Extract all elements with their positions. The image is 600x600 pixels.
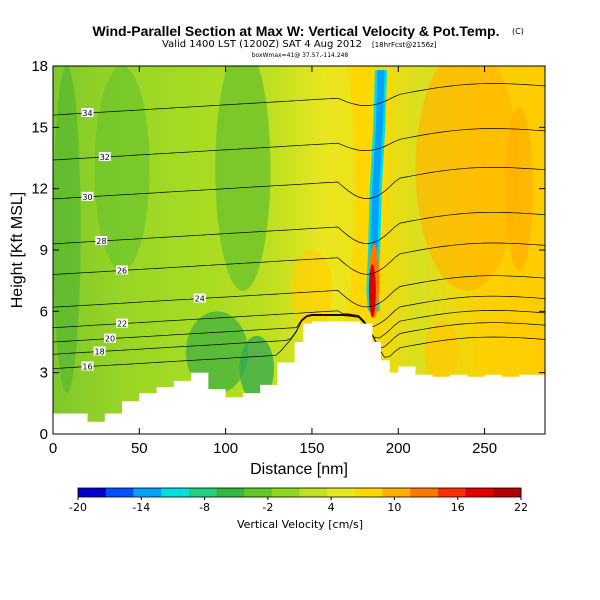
y-tick-label: 12 <box>31 181 48 198</box>
colorbar-swatch <box>133 488 162 497</box>
contour-label: 24 <box>195 295 205 304</box>
colorbar-tick-label: 22 <box>514 501 528 514</box>
x-tick-label: 0 <box>49 440 57 457</box>
y-tick-label: 18 <box>31 58 48 75</box>
contour-label: 34 <box>82 109 92 118</box>
colorbar-tick-label: -2 <box>262 501 273 514</box>
x-tick-label: 200 <box>386 440 411 457</box>
x-axis: 0 50 100 150 200 250 <box>49 66 497 457</box>
colorbar-tick-label: 10 <box>387 501 401 514</box>
contour-label-bg <box>193 293 206 303</box>
colorbar-tick-label: -8 <box>199 501 210 514</box>
y-tick-label: 6 <box>40 303 48 320</box>
velocity-weak-zone-mid <box>215 66 271 291</box>
valid-time: Valid 1400 LST (1200Z) SAT 4 Aug 2012 <box>162 39 362 50</box>
contour-label-bg <box>81 108 94 118</box>
velocity-updraft-upper-right <box>415 66 520 291</box>
colorbar-tick-label: -14 <box>132 501 150 514</box>
x-axis-label: Distance [nm] <box>250 461 348 478</box>
contour-label: 20 <box>105 335 115 344</box>
colorbar-swatch <box>437 488 467 497</box>
colorbar-swatch <box>78 488 107 497</box>
colorbar-label: Vertical Velocity [cm/s] <box>237 518 363 531</box>
colorbar-swatch <box>493 488 522 497</box>
colorbar-swatch <box>161 488 190 497</box>
theta-contour <box>53 275 545 308</box>
theta-contour <box>53 242 545 275</box>
y-tick-label: 3 <box>40 365 48 382</box>
colorbar-swatch <box>410 488 439 497</box>
colorbar: -20 -14 -8 -2 4 10 16 22 <box>69 487 528 514</box>
colorbar-swatch <box>271 488 300 497</box>
velocity-updraft-left-edge <box>53 66 81 394</box>
colorbar-swatch <box>327 488 356 497</box>
contour-label-bg <box>116 265 129 275</box>
colorbar-tick-label: 4 <box>328 501 335 514</box>
velocity-updraft-low-right <box>424 321 459 383</box>
theta-contour <box>53 295 545 329</box>
contour-label-bg <box>95 236 108 246</box>
theta-contour <box>53 310 545 343</box>
contour-label-bg <box>116 318 129 328</box>
colorbar-swatch <box>299 488 328 497</box>
chart-title: Wind-Parallel Section at Max W: Vertical… <box>92 23 499 39</box>
colorbar-swatch <box>244 488 273 497</box>
contour-label: 16 <box>82 363 92 372</box>
velocity-updraft-ridge <box>291 250 333 332</box>
y-tick-label: 0 <box>40 426 48 443</box>
contour-label-bg <box>103 333 116 343</box>
x-tick-label: 50 <box>131 440 148 457</box>
x-tick-label: 100 <box>213 440 238 457</box>
velocity-weak-zone-left <box>94 66 150 271</box>
colorbar-tick-label: 16 <box>451 501 465 514</box>
colorbar-tick-label: -20 <box>69 501 87 514</box>
contour-label-bg <box>98 151 111 161</box>
terrain <box>53 321 545 434</box>
contour-label: 28 <box>96 237 106 246</box>
colorbar-swatch <box>354 488 384 497</box>
forecast-note: [18hrFcst@2156z] <box>372 41 437 49</box>
colorbar-swatch <box>465 488 494 497</box>
theta-contour <box>53 128 545 161</box>
y-tick-label: 9 <box>40 242 48 259</box>
chart-title-mark: (C) <box>512 27 524 36</box>
theta-contour <box>53 314 545 355</box>
colorbar-swatch <box>188 488 217 497</box>
contour-label-bg <box>93 346 106 356</box>
contour-label-bg <box>81 361 94 371</box>
y-tick-label: 15 <box>31 119 48 136</box>
y-axis-label: Height [Kft MSL] <box>9 192 26 309</box>
contour-label-bg <box>81 191 94 201</box>
theta-contour <box>53 211 545 245</box>
colorbar-swatch <box>382 488 411 497</box>
contour-label: 22 <box>117 320 127 329</box>
theta-contours <box>53 83 545 369</box>
y-axis: 0 3 6 9 12 15 18 <box>31 58 545 443</box>
contour-label: 18 <box>95 348 105 357</box>
velocity-core-red <box>368 264 376 318</box>
x-tick-label: 250 <box>472 440 497 457</box>
contour-label: 26 <box>117 266 127 275</box>
contour-label: 32 <box>100 153 110 162</box>
theta-contour <box>53 166 545 200</box>
colorbar-swatch <box>105 488 134 497</box>
velocity-updraft-far-right <box>505 106 533 271</box>
x-tick-label: 150 <box>299 440 324 457</box>
theta-contour <box>53 83 545 116</box>
chart-subtitle: boxWmax=41@ 37.57,-114.248 <box>252 52 349 59</box>
colorbar-swatch <box>216 488 245 497</box>
colorbar-frame <box>77 487 522 498</box>
contour-label: 30 <box>82 193 92 202</box>
